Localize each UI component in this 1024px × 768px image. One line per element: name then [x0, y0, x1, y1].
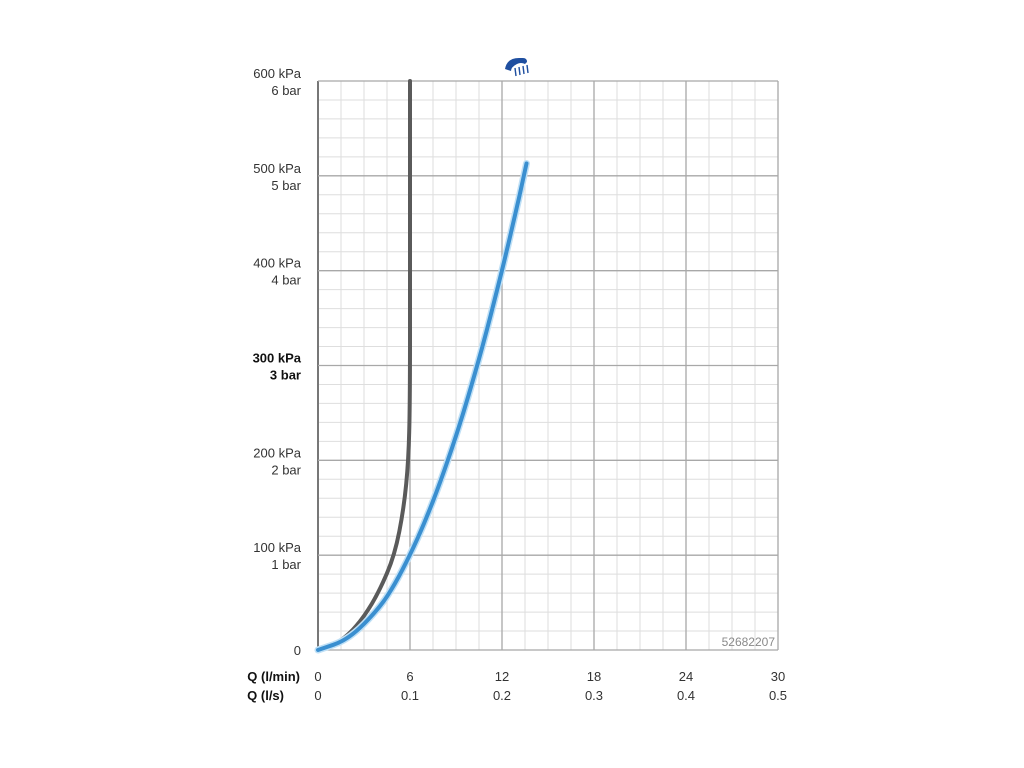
series-line-2	[316, 161, 529, 652]
x-axis-labels: 0 0 6 0.1 12 0.2 18 0.3 24 0.4 30 0.5	[314, 669, 787, 703]
y-tick-label-bar: 5 bar	[271, 178, 301, 193]
grid-major	[317, 80, 779, 651]
x-tick-label-lmin: 24	[679, 669, 693, 684]
y-tick-label-bar: 2 bar	[271, 462, 301, 477]
x-tick-label-lmin: 30	[771, 669, 785, 684]
x-tick-label-ls: 0.1	[401, 688, 419, 703]
x-tick-label-ls: 0.4	[677, 688, 695, 703]
y-tick-label-kpa: 600 kPa	[253, 66, 301, 81]
y-tick-label-kpa: 300 kPa	[253, 351, 302, 366]
y-tick-label-bar: 1 bar	[271, 557, 301, 572]
x-axis-title-lmin: Q (l/min)	[247, 669, 300, 684]
x-tick-label-ls: 0	[314, 688, 321, 703]
y-tick-label-kpa: 100 kPa	[253, 540, 301, 555]
y-tick-label-kpa: 500 kPa	[253, 161, 301, 176]
series-layer	[314, 79, 530, 654]
x-axis-title-ls: Q (l/s)	[247, 688, 284, 703]
x-tick-label-lmin: 0	[314, 669, 321, 684]
x-tick-label-ls: 0.3	[585, 688, 603, 703]
y-axis-labels: 0 100 kPa 1 bar 200 kPa 2 bar 300 kPa 3 bar 400…	[253, 66, 302, 658]
x-tick-label-ls: 0.5	[769, 688, 787, 703]
y-tick-label-kpa: 400 kPa	[253, 256, 301, 271]
x-tick-label-lmin: 6	[406, 669, 413, 684]
y-tick-label-kpa: 0	[294, 643, 301, 658]
x-tick-label-lmin: 18	[587, 669, 601, 684]
product-code: 52682207	[722, 635, 776, 649]
y-tick-label-kpa: 200 kPa	[253, 445, 301, 460]
x-tick-label-ls: 0.2	[493, 688, 511, 703]
y-tick-label-bar: 6 bar	[271, 83, 301, 98]
series-line-glow	[314, 160, 530, 654]
y-tick-label-bar: 3 bar	[270, 368, 301, 383]
y-tick-label-bar: 4 bar	[271, 273, 301, 288]
x-tick-label-lmin: 12	[495, 669, 509, 684]
shower-head-icon	[505, 58, 529, 77]
